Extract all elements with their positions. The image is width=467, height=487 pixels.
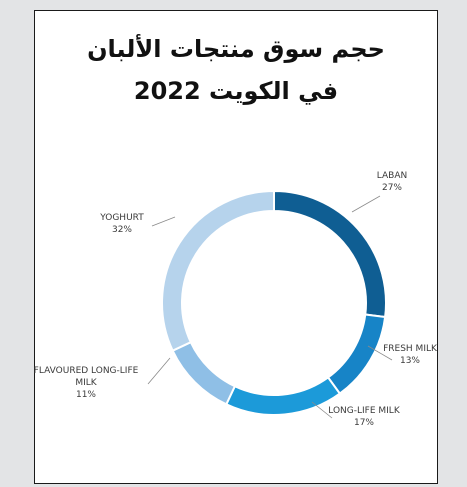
- chart-title-line2: في الكويت 2022: [133, 77, 339, 105]
- leader-line: [147, 357, 171, 385]
- chart-title-line1: حجم سوق منتجات الألبان: [87, 35, 385, 63]
- slice-category-label: LABAN: [377, 171, 407, 181]
- slice-value-label: 27%: [382, 183, 402, 193]
- slice-value-label: 32%: [112, 225, 132, 235]
- slice-value-label: 17%: [354, 418, 374, 428]
- slice-category-label: FRESH MILK: [383, 344, 438, 354]
- leader-line: [367, 345, 393, 361]
- slice-value-label: 11%: [76, 390, 96, 400]
- slice-value-label: 13%: [400, 356, 420, 366]
- donut-slice-laban: [273, 189, 387, 319]
- leader-line: [351, 195, 381, 213]
- slice-category-label: FLAVOURED LONG-LIFE: [34, 366, 139, 376]
- leader-line: [311, 401, 333, 419]
- donut-slice-flavoured-long-life-milk: [171, 340, 237, 406]
- donut-slice-long-life-milk: [224, 376, 342, 416]
- slice-category-label: MILK: [75, 378, 97, 388]
- donut-slice-yoghurt: [161, 189, 275, 353]
- slice-category-label: LONG-LIFE MILK: [328, 406, 401, 416]
- donut-slice-fresh-milk: [326, 313, 387, 396]
- leader-line: [151, 216, 176, 227]
- slice-category-label: YOGHURT: [99, 213, 144, 223]
